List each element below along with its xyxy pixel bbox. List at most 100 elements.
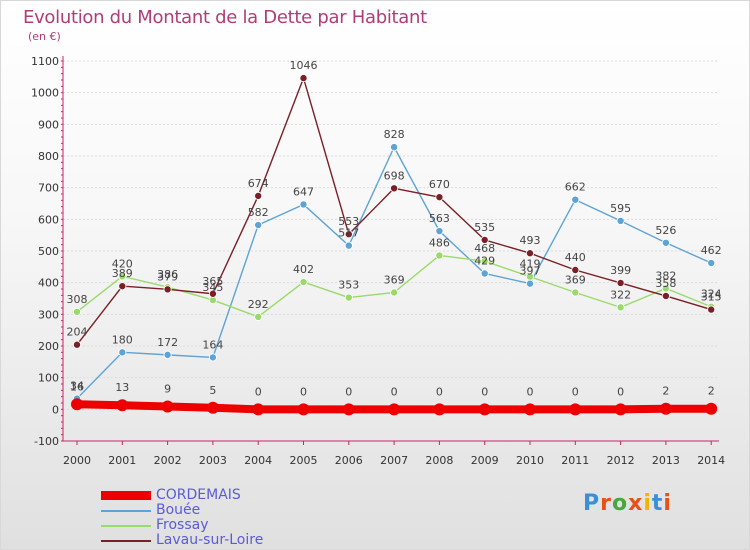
legend-item-frossay: Frossay (101, 517, 321, 533)
legend-swatch (101, 540, 151, 542)
x-tick-label: 2014 (697, 454, 725, 467)
data-label: 670 (429, 178, 450, 191)
data-label: 172 (157, 336, 178, 349)
x-tick-label: 2002 (154, 454, 182, 467)
data-point (208, 353, 217, 362)
data-point (616, 216, 625, 225)
data-point (118, 282, 127, 291)
data-label: 369 (565, 273, 586, 286)
data-point (73, 340, 82, 349)
y-tick-label: 800 (38, 150, 59, 163)
data-label: 2 (708, 385, 715, 398)
data-label: 292 (248, 298, 269, 311)
data-label: 662 (565, 181, 586, 194)
data-point (299, 200, 308, 209)
data-point (163, 350, 172, 359)
data-label: 365 (202, 275, 223, 288)
x-tick-label: 2003 (199, 454, 227, 467)
data-label: 0 (572, 385, 579, 398)
data-label: 0 (527, 385, 534, 398)
data-point (118, 348, 127, 357)
data-point (344, 230, 353, 239)
data-label: 582 (248, 206, 269, 219)
data-label: 13 (115, 381, 129, 394)
legend-label: Bouée (156, 502, 201, 518)
x-tick-label: 2006 (335, 454, 363, 467)
data-point (480, 257, 489, 266)
data-point (659, 402, 672, 415)
data-point (390, 143, 399, 152)
logo-letter: i (663, 491, 672, 516)
data-point (661, 238, 670, 247)
data-label: 429 (474, 254, 495, 267)
data-label: 5 (209, 384, 216, 397)
data-label: 204 (67, 326, 88, 339)
data-label: 2 (662, 385, 669, 398)
y-tick-label: 0 (52, 403, 59, 416)
y-tick-label: 1000 (31, 87, 59, 100)
y-tick-label: 100 (38, 372, 59, 385)
legend-swatch (101, 525, 151, 527)
logo-letter: x (628, 491, 644, 516)
data-point (254, 312, 263, 321)
data-label: 698 (384, 169, 405, 182)
data-label: 420 (112, 257, 133, 270)
legend-label: Lavau-sur-Loire (156, 532, 264, 548)
data-label: 493 (520, 234, 541, 247)
data-label: 0 (345, 385, 352, 398)
chart-title: Evolution du Montant de la Dette par Hab… (23, 7, 427, 28)
data-point (388, 403, 401, 416)
y-tick-label: 600 (38, 213, 59, 226)
data-point (435, 251, 444, 260)
data-label: 0 (617, 385, 624, 398)
data-point (433, 403, 446, 416)
data-point (118, 272, 127, 281)
logo-letter: t (651, 491, 664, 516)
data-point (705, 402, 718, 415)
data-point (616, 303, 625, 312)
x-tick-label: 2008 (425, 454, 453, 467)
data-label: 0 (255, 385, 262, 398)
data-point (526, 249, 535, 258)
data-label: 324 (701, 288, 722, 301)
data-label: 0 (391, 385, 398, 398)
data-point (297, 403, 310, 416)
y-tick-label: 1100 (31, 55, 59, 68)
x-tick-label: 2004 (244, 454, 272, 467)
y-tick-label: 900 (38, 118, 59, 131)
data-label: 535 (474, 221, 495, 234)
data-label: 0 (481, 385, 488, 398)
data-point (435, 193, 444, 202)
data-label: 468 (474, 242, 495, 255)
logo-letter: P (583, 491, 601, 516)
data-label: 647 (293, 185, 314, 198)
data-point (571, 265, 580, 274)
data-point (390, 184, 399, 193)
data-point (526, 279, 535, 288)
data-label: 0 (436, 385, 443, 398)
data-label: 389 (112, 267, 133, 280)
x-tick-label: 2012 (607, 454, 635, 467)
y-tick-label: 500 (38, 245, 59, 258)
data-point (390, 288, 399, 297)
data-label: 358 (655, 277, 676, 290)
x-tick-label: 2010 (516, 454, 544, 467)
data-label: 486 (429, 236, 450, 249)
data-point (116, 399, 129, 412)
data-label: 595 (610, 202, 631, 215)
data-point (299, 278, 308, 287)
data-point (616, 278, 625, 287)
data-point (344, 241, 353, 250)
legend-item-bouee: Bouée (101, 502, 321, 518)
legend-item-lavau: Lavau-sur-Loire (101, 532, 321, 548)
data-label: 322 (610, 288, 631, 301)
data-point (71, 398, 83, 411)
logo-letter: o (611, 491, 629, 516)
data-point (707, 305, 716, 314)
data-point (526, 272, 535, 281)
data-label: 0 (300, 385, 307, 398)
data-point (480, 269, 489, 278)
data-point (480, 235, 489, 244)
data-label: 399 (610, 264, 631, 277)
